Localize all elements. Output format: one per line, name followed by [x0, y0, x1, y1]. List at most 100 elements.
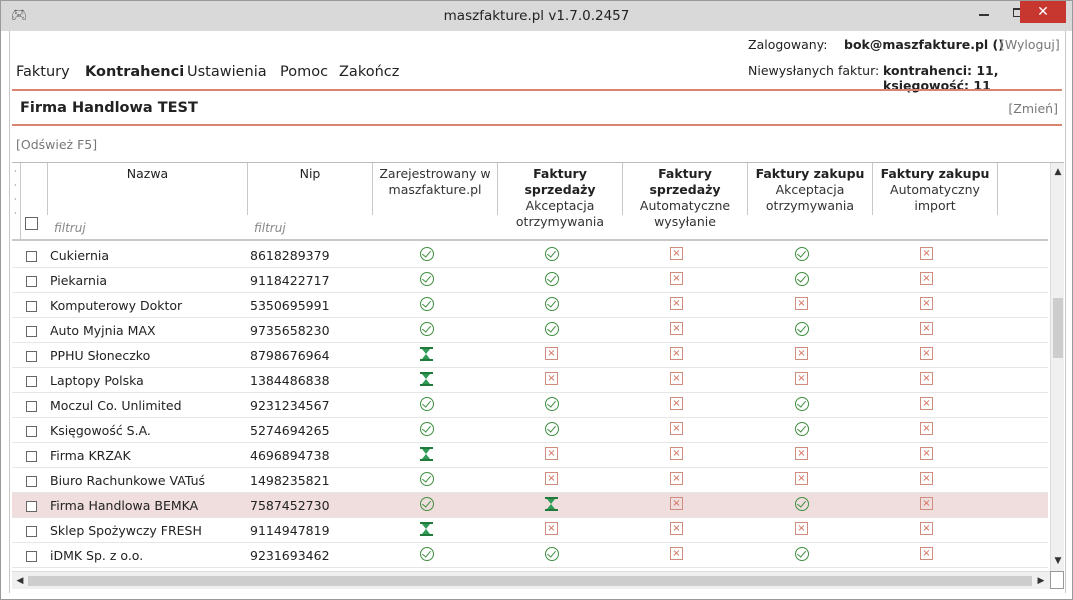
scroll-left-icon[interactable]: ◀: [16, 576, 24, 586]
row-checkbox[interactable]: [26, 476, 37, 487]
cell-purchase-accept[interactable]: ×: [795, 347, 811, 363]
cell-purchase-import[interactable]: ×: [920, 447, 936, 463]
cell-purchase-import[interactable]: ×: [920, 247, 936, 263]
table-row[interactable]: Sklep Spożywczy FRESH 9114947819 × × × ×: [12, 518, 1048, 543]
cell-sales-auto[interactable]: ×: [670, 247, 686, 263]
select-all-checkbox[interactable]: [25, 217, 38, 230]
cell-purchase-import[interactable]: ×: [920, 497, 936, 513]
vertical-scroll-thumb[interactable]: [1053, 298, 1063, 358]
table-row[interactable]: Księgowość S.A. 5274694265 × ×: [12, 418, 1048, 443]
table-row[interactable]: Moczul Co. Unlimited 9231234567 × ×: [12, 393, 1048, 418]
cell-purchase-accept[interactable]: [795, 547, 811, 563]
cell-registered[interactable]: [420, 272, 436, 288]
minimize-button[interactable]: [967, 1, 1001, 23]
cell-sales-accept[interactable]: ×: [545, 347, 561, 363]
scroll-up-icon[interactable]: ▲: [1054, 167, 1062, 177]
cell-sales-auto[interactable]: ×: [670, 322, 686, 338]
table-row[interactable]: Komputerowy Doktor 5350695991 × × ×: [12, 293, 1048, 318]
cell-sales-auto[interactable]: ×: [670, 422, 686, 438]
table-row[interactable]: Laptopy Polska 1384486838 × × × ×: [12, 368, 1048, 393]
cell-registered[interactable]: [420, 322, 436, 338]
cell-sales-accept[interactable]: [545, 497, 561, 513]
cell-sales-accept[interactable]: [545, 547, 561, 563]
cell-registered[interactable]: [420, 297, 436, 313]
scroll-down-icon[interactable]: ▼: [1054, 556, 1062, 566]
cell-registered[interactable]: [420, 422, 436, 438]
column-header-registered[interactable]: Zarejestrowany w maszfakture.pl: [373, 163, 498, 215]
table-row[interactable]: Auto Myjnia MAX 9735658230 × ×: [12, 318, 1048, 343]
cell-sales-accept[interactable]: [545, 247, 561, 263]
cell-sales-auto[interactable]: ×: [670, 297, 686, 313]
table-row[interactable]: Firma KRZAK 4696894738 × × × ×: [12, 443, 1048, 468]
menu-zakoncz[interactable]: Zakończ: [339, 64, 400, 80]
cell-purchase-import[interactable]: ×: [920, 547, 936, 563]
cell-sales-accept[interactable]: [545, 422, 561, 438]
table-row[interactable]: PPHU Słoneczko 8798676964 × × × ×: [12, 343, 1048, 368]
scroll-right-icon[interactable]: ▶: [1037, 576, 1045, 586]
title-bar[interactable]: 🎮︎ maszfakture.pl v1.7.0.2457 ✕: [1, 1, 1072, 31]
cell-sales-auto[interactable]: ×: [670, 472, 686, 488]
row-checkbox[interactable]: [26, 251, 37, 262]
filter-nazwa-input[interactable]: filtruj: [54, 221, 86, 235]
horizontal-scroll-thumb[interactable]: [28, 576, 1032, 586]
cell-sales-accept[interactable]: [545, 297, 561, 313]
cell-registered[interactable]: [420, 347, 436, 363]
cell-sales-auto[interactable]: ×: [670, 522, 686, 538]
row-checkbox[interactable]: [26, 501, 37, 512]
menu-kontrahenci[interactable]: Kontrahenci: [85, 64, 185, 80]
row-checkbox[interactable]: [26, 451, 37, 462]
table-row[interactable]: Firma Handlowa BEMKA 7587452730 × ×: [12, 493, 1048, 518]
cell-purchase-accept[interactable]: [795, 497, 811, 513]
cell-sales-accept[interactable]: ×: [545, 447, 561, 463]
cell-purchase-accept[interactable]: ×: [795, 447, 811, 463]
refresh-link[interactable]: [Odśwież F5]: [16, 137, 98, 152]
cell-purchase-accept[interactable]: ×: [795, 472, 811, 488]
column-header-nip[interactable]: Nip: [248, 163, 373, 215]
row-checkbox[interactable]: [26, 351, 37, 362]
table-row[interactable]: iDMK Sp. z o.o. 9231693462 × ×: [12, 543, 1048, 568]
row-checkbox[interactable]: [26, 326, 37, 337]
cell-sales-accept[interactable]: ×: [545, 472, 561, 488]
cell-purchase-import[interactable]: ×: [920, 522, 936, 538]
cell-sales-accept[interactable]: [545, 272, 561, 288]
cell-sales-auto[interactable]: ×: [670, 447, 686, 463]
row-checkbox[interactable]: [26, 426, 37, 437]
column-header-sales-auto[interactable]: Faktury sprzedaży Automatyczne wysyłanie: [623, 163, 748, 229]
close-button[interactable]: ✕: [1020, 1, 1066, 23]
cell-purchase-accept[interactable]: ×: [795, 522, 811, 538]
column-header-purchase-import[interactable]: Faktury zakupu Automatyczny import: [873, 163, 998, 215]
cell-purchase-accept[interactable]: [795, 397, 811, 413]
cell-registered[interactable]: [420, 472, 436, 488]
cell-sales-accept[interactable]: [545, 397, 561, 413]
cell-registered[interactable]: [420, 497, 436, 513]
cell-purchase-import[interactable]: ×: [920, 322, 936, 338]
cell-registered[interactable]: [420, 522, 436, 538]
cell-sales-accept[interactable]: ×: [545, 372, 561, 388]
cell-sales-auto[interactable]: ×: [670, 372, 686, 388]
column-header-sales-accept[interactable]: Faktury sprzedaży Akceptacja otrzymywania: [498, 163, 623, 229]
cell-purchase-accept[interactable]: [795, 247, 811, 263]
cell-registered[interactable]: [420, 247, 436, 263]
column-header-nazwa[interactable]: Nazwa: [48, 163, 248, 215]
cell-purchase-accept[interactable]: [795, 422, 811, 438]
table-row[interactable]: Biuro Rachunkowe VATuś 1498235821 × × × ×: [12, 468, 1048, 493]
cell-purchase-import[interactable]: ×: [920, 472, 936, 488]
row-checkbox[interactable]: [26, 551, 37, 562]
cell-purchase-accept[interactable]: ×: [795, 297, 811, 313]
row-checkbox[interactable]: [26, 401, 37, 412]
cell-registered[interactable]: [420, 547, 436, 563]
cell-purchase-import[interactable]: ×: [920, 272, 936, 288]
logout-link[interactable]: [Wyloguj]: [1000, 37, 1060, 52]
table-row[interactable]: Cukiernia 8618289379 × ×: [12, 243, 1048, 268]
cell-sales-auto[interactable]: ×: [670, 272, 686, 288]
row-checkbox[interactable]: [26, 276, 37, 287]
cell-registered[interactable]: [420, 397, 436, 413]
cell-sales-auto[interactable]: ×: [670, 397, 686, 413]
horizontal-scrollbar[interactable]: ◀ ▶: [12, 571, 1050, 589]
cell-purchase-import[interactable]: ×: [920, 372, 936, 388]
row-checkbox[interactable]: [26, 301, 37, 312]
menu-pomoc[interactable]: Pomoc: [280, 64, 329, 80]
cell-purchase-accept[interactable]: [795, 272, 811, 288]
cell-purchase-accept[interactable]: [795, 322, 811, 338]
cell-sales-auto[interactable]: ×: [670, 547, 686, 563]
